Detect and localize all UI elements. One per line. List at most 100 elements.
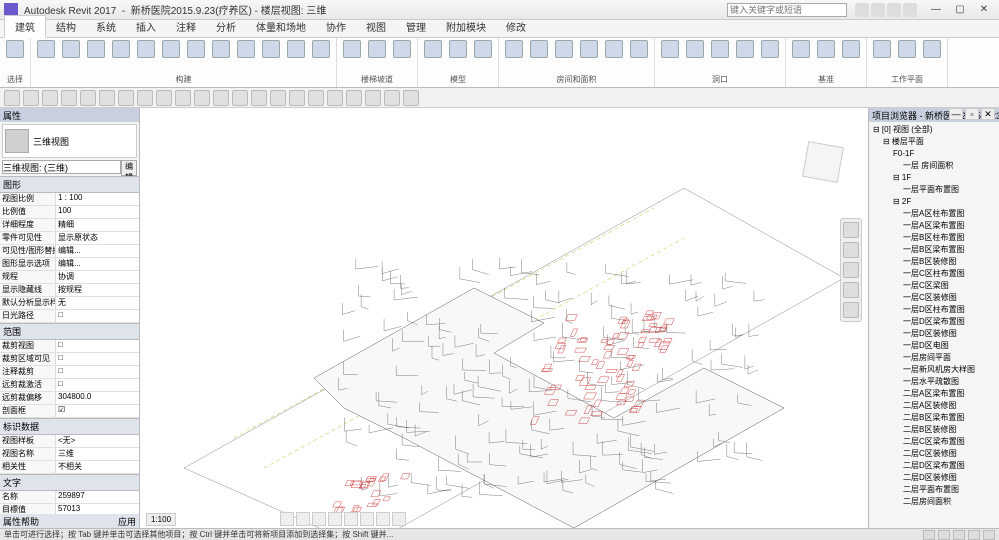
tree-node[interactable]: 二层C区装修图 xyxy=(871,448,997,460)
crop-icon[interactable] xyxy=(360,512,374,526)
ribbon-tab-6[interactable]: 体量和场地 xyxy=(246,16,316,37)
view-cube[interactable] xyxy=(798,138,848,188)
qat-button[interactable] xyxy=(403,90,419,106)
ribbon-button[interactable] xyxy=(553,40,575,70)
minimize-button[interactable]: — xyxy=(925,3,947,17)
props-row[interactable]: 视图样板<无> xyxy=(0,435,139,448)
ribbon-button[interactable] xyxy=(628,40,650,70)
ribbon-button[interactable] xyxy=(210,40,232,70)
design-options-icon[interactable] xyxy=(938,530,950,540)
ribbon-button[interactable] xyxy=(366,40,388,70)
props-row[interactable]: 零件可见性显示原状态 xyxy=(0,232,139,245)
qat-button[interactable] xyxy=(270,90,286,106)
ribbon-button[interactable] xyxy=(503,40,525,70)
tree-node[interactable]: F0-1F xyxy=(871,148,997,160)
props-value[interactable]: <无> xyxy=(56,435,139,447)
props-row[interactable]: 远剪裁偏移304800.0 xyxy=(0,392,139,405)
detail-level-icon[interactable] xyxy=(280,512,294,526)
qat-button[interactable] xyxy=(289,90,305,106)
ribbon-button[interactable] xyxy=(422,40,444,70)
ribbon-button[interactable] xyxy=(734,40,756,70)
ribbon-button[interactable] xyxy=(759,40,781,70)
ribbon-tab-11[interactable]: 修改 xyxy=(496,16,536,37)
props-row[interactable]: 默认分析显示样式无 xyxy=(0,297,139,310)
props-value[interactable]: ☑ xyxy=(56,405,139,417)
signin-icon[interactable] xyxy=(871,3,885,17)
props-row[interactable]: 裁剪视图□ xyxy=(0,340,139,353)
help-icon[interactable] xyxy=(903,3,917,17)
props-row[interactable]: 详细程度精细 xyxy=(0,219,139,232)
qat-button[interactable] xyxy=(251,90,267,106)
nav-orbit-icon[interactable] xyxy=(843,282,859,298)
ribbon-button[interactable] xyxy=(815,40,837,70)
qat-button[interactable] xyxy=(308,90,324,106)
tree-node[interactable]: ⊟ 1F xyxy=(871,172,997,184)
props-section-header[interactable]: 图形 xyxy=(0,176,139,193)
ribbon-button[interactable] xyxy=(285,40,307,70)
tree-node[interactable]: 二层B区梁布置图 xyxy=(871,412,997,424)
qat-button[interactable] xyxy=(194,90,210,106)
ribbon-button[interactable] xyxy=(684,40,706,70)
tree-node[interactable]: ⊟ 楼层平面 xyxy=(871,136,997,148)
props-row[interactable]: 日光路径□ xyxy=(0,310,139,323)
ribbon-button[interactable] xyxy=(60,40,82,70)
shadows-icon[interactable] xyxy=(328,512,342,526)
qat-button[interactable] xyxy=(156,90,172,106)
view-canvas[interactable]: 1:100 xyxy=(140,108,869,528)
qat-button[interactable] xyxy=(346,90,362,106)
ribbon-button[interactable] xyxy=(35,40,57,70)
props-row[interactable]: 图形显示选项编辑... xyxy=(0,258,139,271)
props-value[interactable]: □ xyxy=(56,353,139,365)
tree-node[interactable]: ⊟ 2F xyxy=(871,196,997,208)
props-value[interactable]: □ xyxy=(56,310,139,322)
props-value[interactable]: 259897 xyxy=(56,491,139,503)
qat-button[interactable] xyxy=(118,90,134,106)
tree-node[interactable]: 二层C区梁布置图 xyxy=(871,436,997,448)
ribbon-tab-10[interactable]: 附加模块 xyxy=(436,16,496,37)
browser-tree[interactable]: ⊟ [0] 视图 (全部)⊟ 楼层平面F0-1F一层 房间面积⊟ 1F一层平面布… xyxy=(869,122,999,528)
props-row[interactable]: 剖面框☑ xyxy=(0,405,139,418)
ribbon-button[interactable] xyxy=(528,40,550,70)
tree-node[interactable]: 一层D区装修图 xyxy=(871,328,997,340)
ribbon-button[interactable] xyxy=(447,40,469,70)
edit-type-button[interactable]: 编辑类型 xyxy=(121,160,137,176)
ribbon-button[interactable] xyxy=(896,40,918,70)
tree-node[interactable]: 一层新风机房大样图 xyxy=(871,364,997,376)
tree-node[interactable]: 二层A区装修图 xyxy=(871,400,997,412)
tree-node[interactable]: 一层B区梁布置图 xyxy=(871,244,997,256)
ribbon-button[interactable] xyxy=(709,40,731,70)
ribbon-button[interactable] xyxy=(391,40,413,70)
search-icon[interactable] xyxy=(855,3,869,17)
ribbon-button[interactable] xyxy=(472,40,494,70)
tree-node[interactable]: 一层房间平面 xyxy=(871,352,997,364)
qat-button[interactable] xyxy=(365,90,381,106)
props-value[interactable]: 1 : 100 xyxy=(56,193,139,205)
props-row[interactable]: 相关性不相关 xyxy=(0,461,139,474)
select-links-icon[interactable] xyxy=(953,530,965,540)
tree-node[interactable]: 一层A区梁布置图 xyxy=(871,220,997,232)
type-selector[interactable]: 三维视图 xyxy=(2,124,137,158)
props-value[interactable]: 显示原状态 xyxy=(56,232,139,244)
nav-zoom-icon[interactable] xyxy=(843,262,859,278)
props-row[interactable]: 显示隐藏线按规程 xyxy=(0,284,139,297)
qat-button[interactable] xyxy=(213,90,229,106)
ribbon-button[interactable] xyxy=(921,40,943,70)
props-value[interactable]: □ xyxy=(56,340,139,352)
qat-button[interactable] xyxy=(80,90,96,106)
tree-node[interactable]: 一层水平疏散图 xyxy=(871,376,997,388)
nav-pan-icon[interactable] xyxy=(843,242,859,258)
ribbon-tab-4[interactable]: 注释 xyxy=(166,16,206,37)
props-value[interactable]: 100 xyxy=(56,206,139,218)
tree-node[interactable]: 二层平面布置图 xyxy=(871,484,997,496)
props-value[interactable]: 304800.0 xyxy=(56,392,139,404)
qat-button[interactable] xyxy=(232,90,248,106)
ribbon-tab-5[interactable]: 分析 xyxy=(206,16,246,37)
ribbon-button[interactable] xyxy=(840,40,862,70)
props-value[interactable]: 编辑... xyxy=(56,245,139,257)
props-row[interactable]: 视图比例1 : 100 xyxy=(0,193,139,206)
qat-button[interactable] xyxy=(4,90,20,106)
ribbon-button[interactable] xyxy=(578,40,600,70)
ribbon-button[interactable] xyxy=(85,40,107,70)
props-value[interactable]: 精细 xyxy=(56,219,139,231)
tree-node[interactable]: 二层B区装修图 xyxy=(871,424,997,436)
